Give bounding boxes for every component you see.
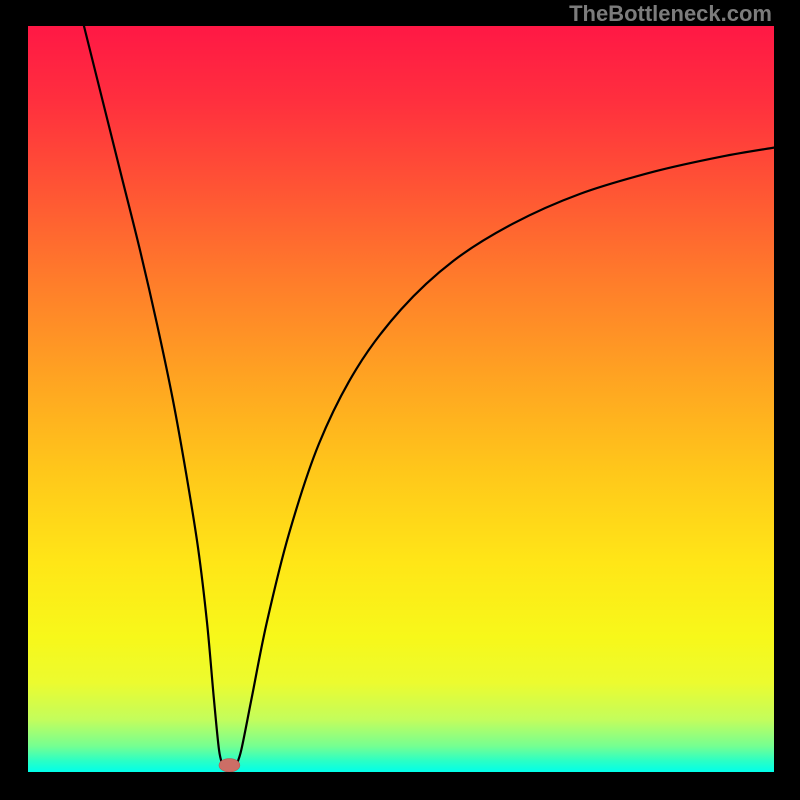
watermark-text: TheBottleneck.com: [569, 1, 772, 27]
curve-left-branch: [84, 26, 223, 765]
plot-area: TheBottleneck.com: [28, 26, 774, 772]
min-marker: [219, 759, 240, 772]
chart-container: TheBottleneck.com: [0, 0, 800, 800]
curve-layer: [28, 26, 774, 772]
curve-right-branch: [236, 148, 774, 766]
